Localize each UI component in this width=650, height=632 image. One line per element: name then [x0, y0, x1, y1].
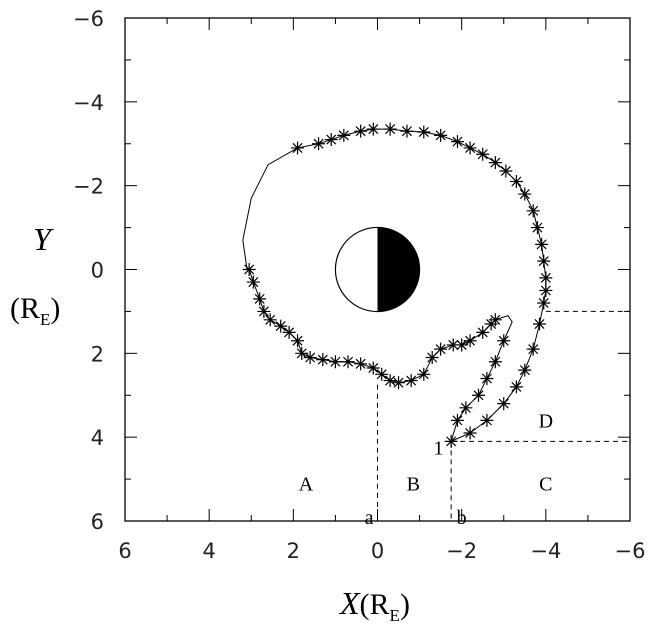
star-marker: [539, 283, 553, 297]
star-marker: [328, 355, 342, 369]
star-marker: [404, 374, 418, 388]
unit-open: (R: [360, 588, 390, 621]
star-marker: [366, 122, 380, 136]
x-tick-label: −2: [446, 539, 477, 563]
star-marker: [383, 374, 397, 388]
star-marker: [476, 147, 490, 161]
star-marker: [497, 334, 511, 348]
star-marker: [316, 353, 330, 367]
star-marker: [303, 351, 317, 365]
star-marker: [459, 401, 473, 415]
star-marker: [324, 133, 338, 147]
star-marker: [488, 355, 502, 369]
x-tick-label: −6: [615, 539, 646, 563]
star-marker: [530, 221, 544, 235]
y-tick-label: −2: [73, 175, 104, 199]
earth-night: [377, 227, 420, 312]
star-marker: [282, 325, 296, 339]
region-label: A: [299, 473, 314, 495]
star-marker: [455, 338, 469, 352]
star-marker: [497, 397, 511, 411]
star-marker: [480, 413, 494, 427]
unit-close: ): [50, 292, 60, 325]
star-marker: [341, 355, 355, 369]
star-marker: [463, 426, 477, 440]
star-marker: [337, 128, 351, 142]
star-marker: [354, 357, 368, 371]
region-label: a: [365, 507, 374, 529]
star-marker: [383, 122, 397, 136]
star-marker: [242, 263, 256, 276]
x-tick-label: 2: [287, 539, 300, 563]
star-marker: [434, 342, 448, 356]
star-marker: [253, 292, 267, 306]
star-marker: [263, 313, 277, 327]
x-axis-label: X(RE): [338, 585, 410, 625]
region-label: 1: [434, 438, 444, 460]
star-marker: [450, 413, 464, 427]
star-marker: [488, 156, 502, 170]
star-marker: [533, 317, 547, 331]
y-tick-label: 0: [91, 259, 104, 283]
star-marker: [539, 271, 553, 285]
star-marker: [499, 164, 513, 178]
star-marker: [375, 367, 389, 381]
star-marker: [291, 334, 305, 348]
star-marker: [463, 334, 477, 348]
star-marker: [400, 124, 414, 138]
unit-open: (R: [10, 292, 40, 325]
star-marker: [518, 187, 532, 201]
star-marker: [526, 342, 540, 356]
star-marker: [518, 363, 532, 377]
star-marker: [472, 388, 485, 402]
y-axis-label: Y: [33, 221, 54, 257]
star-marker: [425, 351, 439, 365]
star-marker: [537, 254, 551, 268]
star-marker: [446, 338, 460, 352]
star-marker: [526, 204, 540, 218]
star-marker: [417, 367, 431, 381]
star-marker: [480, 371, 494, 385]
y-tick-label: −4: [73, 91, 104, 115]
y-tick-label: −6: [73, 7, 104, 31]
star-marker: [444, 434, 458, 448]
y-tick-label: 6: [91, 510, 104, 534]
star-marker: [295, 346, 309, 360]
unit-sub: E: [390, 606, 400, 625]
star-marker: [434, 128, 448, 142]
region-label: B: [407, 473, 420, 495]
star-marker: [450, 135, 464, 149]
star-marker: [274, 319, 288, 333]
unit-sub: E: [40, 310, 50, 329]
star-marker: [392, 376, 406, 390]
x-tick-label: −4: [530, 539, 561, 563]
star-marker: [509, 380, 523, 394]
y-tick-label: 4: [91, 426, 104, 450]
region-label: C: [539, 473, 552, 495]
star-marker: [257, 304, 271, 318]
x-label-var: X: [338, 585, 361, 621]
star-marker: [354, 124, 368, 138]
x-tick-label: 4: [202, 539, 215, 563]
star-marker: [476, 325, 490, 339]
star-marker: [417, 125, 431, 139]
y-axis-unit: (RE): [10, 292, 60, 329]
region-label: b: [457, 507, 467, 529]
star-marker: [366, 361, 380, 375]
star-marker: [488, 313, 502, 327]
star-marker: [535, 237, 549, 251]
x-tick-label: 0: [371, 539, 384, 563]
star-marker: [291, 141, 305, 155]
star-marker: [463, 141, 477, 155]
y-tick-label: 2: [91, 342, 104, 366]
star-marker: [537, 296, 551, 310]
unit-close: ): [400, 588, 410, 621]
star-marker: [312, 137, 326, 151]
region-label: D: [539, 410, 553, 432]
star-marker: [509, 174, 523, 188]
x-tick-label: 6: [118, 539, 131, 563]
star-marker: [246, 275, 260, 289]
